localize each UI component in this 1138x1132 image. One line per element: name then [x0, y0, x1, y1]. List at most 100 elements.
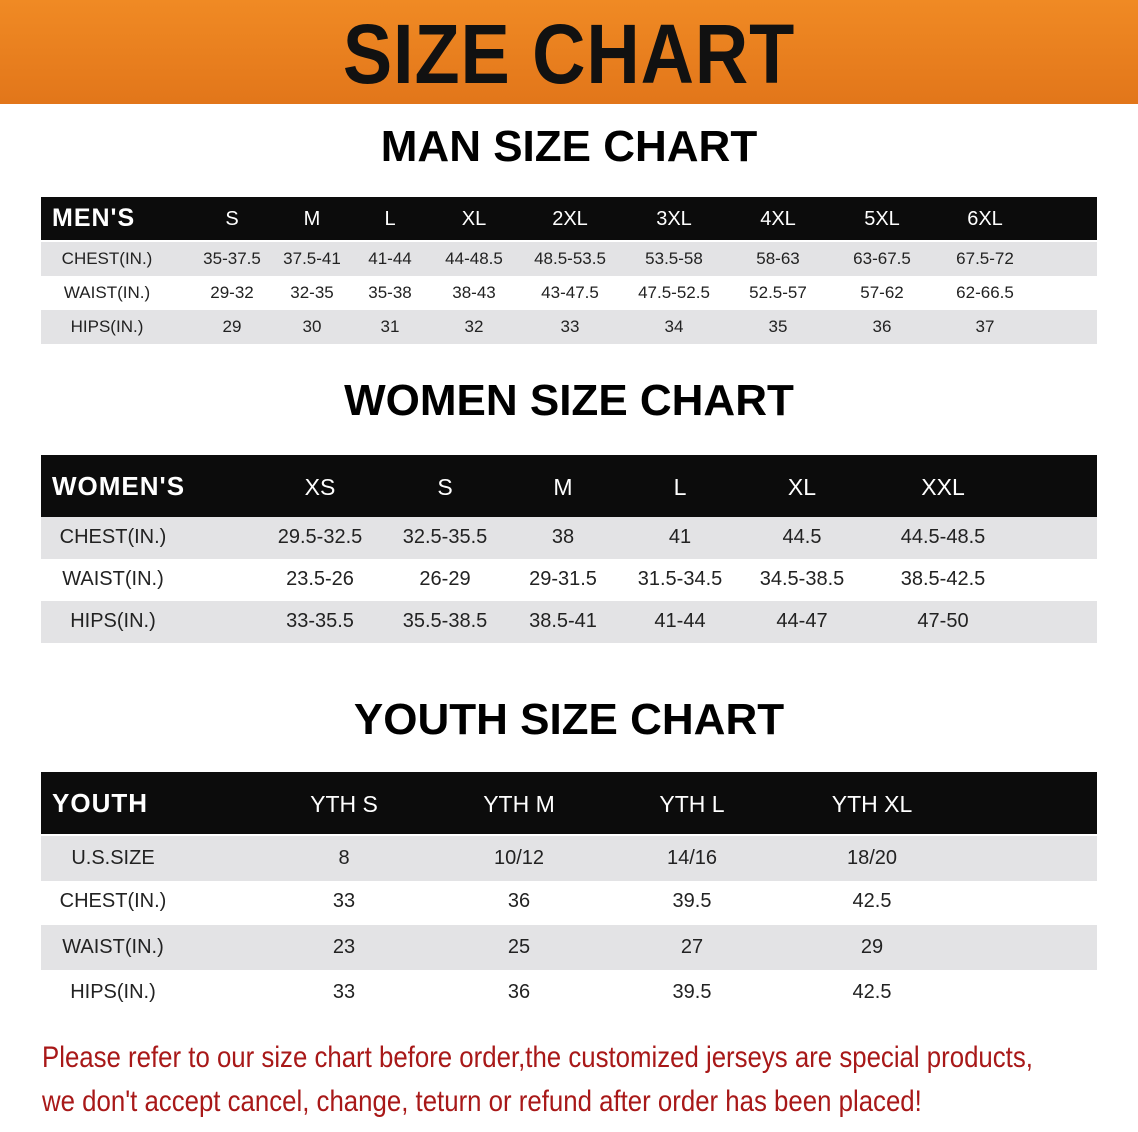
size-header: 5XL	[864, 207, 900, 230]
table-cell: 38.5-41	[529, 610, 597, 632]
size-header: XXL	[921, 473, 965, 500]
table-cell: 23.5-26	[286, 568, 354, 590]
youth-header-row: YOUTH YTH S YTH M YTH L YTH XL	[41, 772, 1097, 834]
table-cell: 33	[332, 889, 356, 912]
table-cell: 42.5	[852, 889, 892, 912]
table-cell: 31	[380, 316, 400, 336]
row-label: U.S.SIZE	[71, 846, 155, 869]
size-header: YTH S	[310, 790, 378, 817]
size-header: XL	[461, 207, 487, 230]
table-cell: 36	[507, 980, 531, 1003]
table-cell: 36	[507, 889, 531, 912]
table-cell: 32-35	[290, 282, 334, 302]
size-header: YTH XL	[831, 790, 913, 817]
table-row: CHEST(IN.) 33 36 39.5 42.5	[41, 879, 1097, 924]
table-row: WAIST(IN.) 29-32 32-35 35-38 38-43 43-47.5 47.…	[41, 276, 1097, 310]
table-cell: 41	[668, 526, 692, 548]
table-cell: 44.5	[782, 526, 822, 548]
table-cell: 52.5-57	[749, 282, 807, 302]
table-cell: 33-35.5	[286, 610, 354, 632]
table-cell: 39.5	[672, 889, 712, 912]
table-cell: 53.5-58	[645, 248, 703, 268]
notice-line-2: we don't accept cancel, change, teturn o…	[42, 1085, 922, 1118]
table-cell: 33	[332, 980, 356, 1003]
row-label: WAIST(IN.)	[63, 282, 151, 302]
table-row: CHEST(IN.) 29.5-32.5 32.5-35.5 38 41 44.5 44.5…	[41, 517, 1097, 559]
table-cell: 37.5-41	[283, 248, 341, 268]
table-cell: 47.5-52.5	[638, 282, 710, 302]
table-cell: 34	[664, 316, 684, 336]
table-row: CHEST(IN.) 35-37.5 37.5-41 41-44 44-48.5 48.5…	[41, 242, 1097, 276]
size-header: L	[384, 207, 396, 230]
size-header: XS	[304, 473, 336, 500]
row-label: HIPS(IN.)	[70, 980, 156, 1003]
table-cell: 37	[975, 316, 995, 336]
youth-size-table: YOUTH YTH S YTH M YTH L YTH XL U.S.SIZE 8 10/12…	[41, 772, 1097, 1016]
banner-title: SIZE CHART	[342, 7, 796, 101]
size-header: M	[303, 207, 321, 230]
men-size-table: MEN'S S M L XL 2XL 3XL 4XL 5XL 6XL CHEST(IN.) 35-37…	[41, 197, 1097, 345]
size-header: S	[225, 207, 239, 230]
table-cell: 35-38	[368, 282, 412, 302]
row-label: CHEST(IN.)	[61, 248, 153, 268]
youth-section-title: YOUTH SIZE CHART	[353, 695, 785, 744]
table-cell: 48.5-53.5	[534, 248, 606, 268]
table-cell: 29	[860, 935, 884, 958]
table-row: U.S.SIZE 8 10/12 14/16 18/20	[41, 836, 1097, 881]
table-cell: 18/20	[846, 846, 898, 869]
women-size-table: WOMEN'S XS S M L XL XXL CHEST(IN.) 29.5-32.5 32.5…	[41, 455, 1097, 644]
table-cell: 29	[222, 316, 242, 336]
table-cell: 43-47.5	[541, 282, 599, 302]
table-cell: 35-37.5	[203, 248, 261, 268]
size-header: 3XL	[656, 207, 692, 230]
table-cell: 44-48.5	[445, 248, 503, 268]
table-cell: 35.5-38.5	[402, 610, 488, 632]
row-label: CHEST(IN.)	[59, 526, 167, 548]
table-cell: 25	[507, 935, 531, 958]
table-cell: 33	[560, 316, 580, 336]
banner: SIZE CHART	[0, 0, 1138, 104]
table-row: WAIST(IN.) 23 25 27 29	[41, 925, 1097, 970]
table-cell: 32.5-35.5	[402, 526, 488, 548]
row-label: WAIST(IN.)	[62, 568, 164, 590]
table-cell: 38	[551, 526, 575, 548]
table-row: HIPS(IN.) 33 36 39.5 42.5	[41, 970, 1097, 1015]
order-notice: Please refer to our size chart before or…	[42, 1036, 1033, 1124]
table-cell: 31.5-34.5	[637, 568, 723, 590]
size-header: 2XL	[552, 207, 588, 230]
table-cell: 42.5	[852, 980, 892, 1003]
table-cell: 29-31.5	[529, 568, 597, 590]
row-label: HIPS(IN.)	[70, 610, 156, 632]
size-header: S	[437, 473, 453, 500]
table-cell: 38-43	[452, 282, 496, 302]
table-cell: 63-67.5	[853, 248, 911, 268]
women-section-title: WOMEN SIZE CHART	[344, 376, 794, 425]
table-cell: 32	[464, 316, 484, 336]
table-cell: 67.5-72	[956, 248, 1014, 268]
size-header: 6XL	[967, 207, 1003, 230]
size-header: YTH L	[659, 790, 725, 817]
table-cell: 58-63	[756, 248, 800, 268]
row-label: WAIST(IN.)	[62, 935, 164, 958]
table-cell: 36	[872, 316, 892, 336]
row-label: HIPS(IN.)	[70, 316, 144, 336]
table-row: HIPS(IN.) 29 30 31 32 33 34 35 36 37	[41, 310, 1097, 344]
table-cell: 26-29	[419, 568, 471, 590]
notice-line-1: Please refer to our size chart before or…	[42, 1041, 1033, 1074]
size-header: 4XL	[760, 207, 796, 230]
table-cell: 29-32	[210, 282, 254, 302]
men-section-title: MAN SIZE CHART	[380, 122, 758, 171]
table-row: WAIST(IN.) 23.5-26 26-29 29-31.5 31.5-34.5 34…	[41, 559, 1097, 601]
table-cell: 44-47	[776, 610, 828, 632]
table-cell: 23	[332, 935, 356, 958]
table-cell: 39.5	[672, 980, 712, 1003]
header-label: YOUTH	[52, 788, 148, 818]
table-cell: 44.5-48.5	[900, 526, 986, 548]
table-cell: 47-50	[917, 610, 969, 632]
table-cell: 57-62	[860, 282, 904, 302]
table-row: HIPS(IN.) 33-35.5 35.5-38.5 38.5-41 41-44 44-…	[41, 601, 1097, 643]
size-header: L	[673, 473, 687, 500]
table-cell: 8	[338, 846, 350, 869]
table-cell: 41-44	[368, 248, 412, 268]
